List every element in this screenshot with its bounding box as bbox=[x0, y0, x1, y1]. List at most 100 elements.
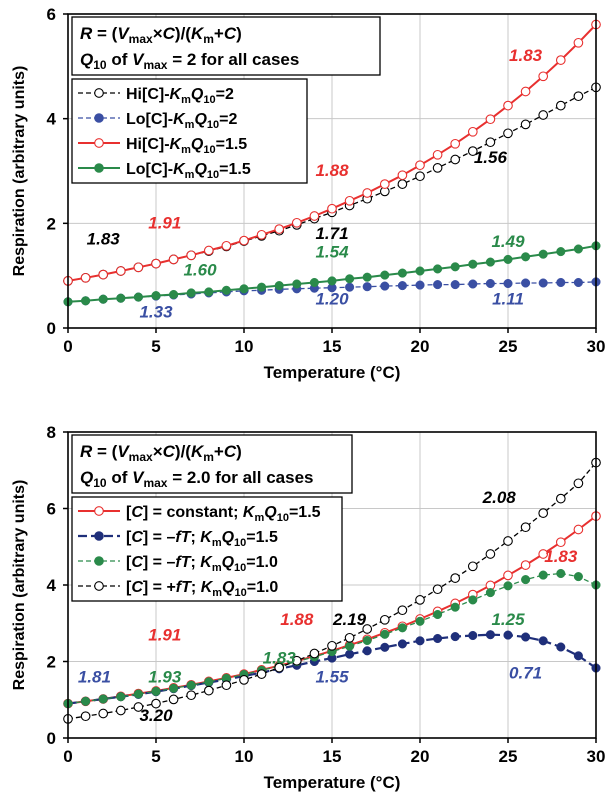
data-point bbox=[327, 203, 337, 214]
y-axis-label: Respiration (arbitrary units) bbox=[11, 480, 28, 691]
data-point bbox=[538, 278, 548, 288]
data-point bbox=[573, 37, 584, 48]
equation-line-2: Q10 of Vmax = 2.0 for all cases bbox=[80, 468, 313, 490]
data-point bbox=[538, 71, 549, 82]
data-point bbox=[239, 235, 249, 246]
data-point bbox=[573, 244, 583, 254]
data-point bbox=[344, 632, 355, 643]
data-point bbox=[485, 549, 496, 559]
data-point bbox=[256, 669, 267, 679]
x-tick-label: 30 bbox=[587, 337, 606, 356]
data-point bbox=[485, 137, 496, 148]
data-point bbox=[81, 296, 91, 306]
data-point bbox=[450, 632, 460, 642]
y-tick-label: 0 bbox=[47, 319, 56, 338]
legend-label: [C] = constant; KmQ10=1.5 bbox=[126, 504, 321, 524]
data-point bbox=[467, 146, 478, 156]
data-point bbox=[485, 257, 495, 267]
data-label: 1.88 bbox=[315, 161, 349, 180]
chart-1: 0 5 10 15 20 25 30 0 2 4 6 Temperature (°C) Respirat… bbox=[11, 5, 605, 382]
data-point bbox=[327, 276, 337, 286]
data-point bbox=[415, 280, 425, 290]
data-point bbox=[468, 259, 478, 269]
series-group bbox=[63, 457, 601, 724]
data-point bbox=[555, 493, 566, 504]
x-axis-label: Temperature (°C) bbox=[264, 363, 401, 382]
data-point bbox=[380, 642, 390, 652]
data-point bbox=[521, 632, 531, 642]
data-point bbox=[538, 549, 549, 559]
data-point bbox=[503, 581, 513, 591]
data-label: 1.81 bbox=[78, 668, 111, 687]
data-point bbox=[169, 683, 179, 693]
data-point bbox=[380, 281, 390, 291]
data-point bbox=[133, 702, 144, 712]
data-label: 1.71 bbox=[315, 224, 348, 243]
data-point bbox=[204, 287, 214, 297]
data-point bbox=[397, 268, 407, 278]
data-label: 1.49 bbox=[491, 232, 525, 251]
data-point bbox=[485, 114, 496, 125]
data-label: 1.11 bbox=[492, 289, 524, 308]
data-label: 1.83 bbox=[263, 648, 297, 667]
data-point bbox=[432, 163, 443, 173]
data-point bbox=[573, 524, 584, 535]
data-point bbox=[573, 572, 583, 582]
legend-swatch-marker bbox=[94, 138, 104, 148]
data-point bbox=[433, 609, 443, 620]
data-point bbox=[485, 630, 495, 640]
legend-label: Hi[C]-KmQ10=1.5 bbox=[126, 136, 247, 156]
data-point bbox=[151, 698, 161, 709]
data-point bbox=[362, 188, 373, 198]
data-point bbox=[362, 635, 372, 646]
legend-box bbox=[71, 78, 308, 184]
data-point bbox=[362, 646, 372, 656]
legend-swatch-marker bbox=[94, 556, 104, 566]
legend-label: Lo[C]-KmQ10=2 bbox=[126, 111, 237, 131]
data-label: 3.20 bbox=[139, 706, 173, 725]
data-label: 1.93 bbox=[148, 668, 182, 687]
data-point bbox=[573, 91, 584, 102]
data-point bbox=[274, 662, 285, 673]
x-tick-label: 10 bbox=[235, 747, 254, 766]
x-tick-label: 20 bbox=[411, 337, 430, 356]
data-point bbox=[450, 138, 461, 149]
data-point bbox=[291, 655, 302, 666]
data-point bbox=[151, 258, 161, 269]
data-point bbox=[186, 680, 196, 690]
data-point bbox=[397, 179, 408, 189]
data-point bbox=[345, 641, 355, 651]
data-point bbox=[98, 694, 108, 704]
x-tick-label: 20 bbox=[411, 747, 430, 766]
data-point bbox=[415, 636, 425, 646]
data-point bbox=[467, 126, 478, 137]
data-point bbox=[521, 575, 531, 585]
x-axis-label: Temperature (°C) bbox=[264, 773, 401, 792]
data-point bbox=[468, 279, 478, 289]
x-tick-label: 15 bbox=[323, 337, 342, 356]
data-point bbox=[116, 293, 126, 303]
data-point bbox=[556, 642, 566, 652]
data-point bbox=[538, 508, 549, 518]
data-point bbox=[433, 633, 443, 644]
data-point bbox=[415, 266, 425, 276]
data-point bbox=[380, 270, 390, 280]
data-point bbox=[81, 696, 91, 706]
legend-swatch-marker bbox=[94, 113, 104, 123]
data-point bbox=[503, 570, 513, 581]
data-point bbox=[415, 616, 425, 626]
data-point bbox=[291, 217, 302, 228]
data-point bbox=[538, 110, 549, 120]
data-point bbox=[309, 648, 320, 659]
data-point bbox=[520, 119, 531, 130]
data-point bbox=[203, 685, 214, 696]
data-point bbox=[168, 254, 179, 265]
data-point bbox=[115, 705, 126, 716]
data-point bbox=[538, 570, 548, 580]
data-point bbox=[503, 278, 513, 289]
legend-label: [C] = –fT; KmQ10=1.0 bbox=[126, 554, 278, 574]
y-tick-label: 6 bbox=[47, 5, 56, 24]
data-point bbox=[432, 149, 443, 160]
data-point bbox=[450, 602, 460, 612]
